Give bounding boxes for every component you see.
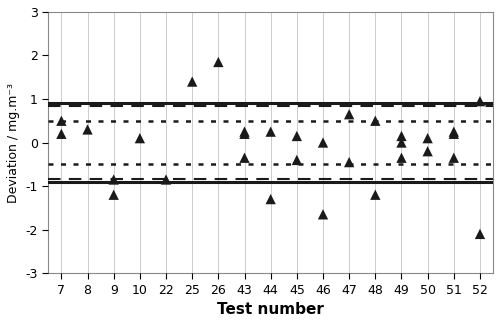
Point	[424, 149, 432, 154]
Point	[345, 112, 353, 117]
Point	[240, 131, 248, 136]
Point	[424, 135, 432, 141]
Point	[188, 79, 196, 84]
Point	[266, 129, 274, 134]
Point	[293, 157, 301, 163]
Point	[398, 155, 406, 160]
Point	[110, 177, 118, 182]
Point	[162, 177, 170, 182]
Point	[476, 231, 484, 237]
Point	[398, 133, 406, 139]
Point	[450, 131, 458, 136]
Point	[372, 192, 380, 197]
Point	[84, 127, 92, 132]
X-axis label: Test number: Test number	[217, 302, 324, 317]
Point	[214, 59, 222, 64]
Point	[58, 131, 66, 136]
Point	[240, 155, 248, 160]
Point	[319, 140, 327, 145]
Point	[372, 118, 380, 123]
Point	[266, 196, 274, 202]
Point	[450, 129, 458, 134]
Point	[240, 129, 248, 134]
Point	[450, 155, 458, 160]
Point	[110, 192, 118, 197]
Point	[293, 133, 301, 139]
Point	[58, 118, 66, 123]
Point	[345, 159, 353, 165]
Point	[319, 212, 327, 217]
Point	[398, 140, 406, 145]
Point	[136, 135, 144, 141]
Point	[476, 98, 484, 104]
Y-axis label: Deviation / mg.m⁻³: Deviation / mg.m⁻³	[7, 83, 20, 202]
